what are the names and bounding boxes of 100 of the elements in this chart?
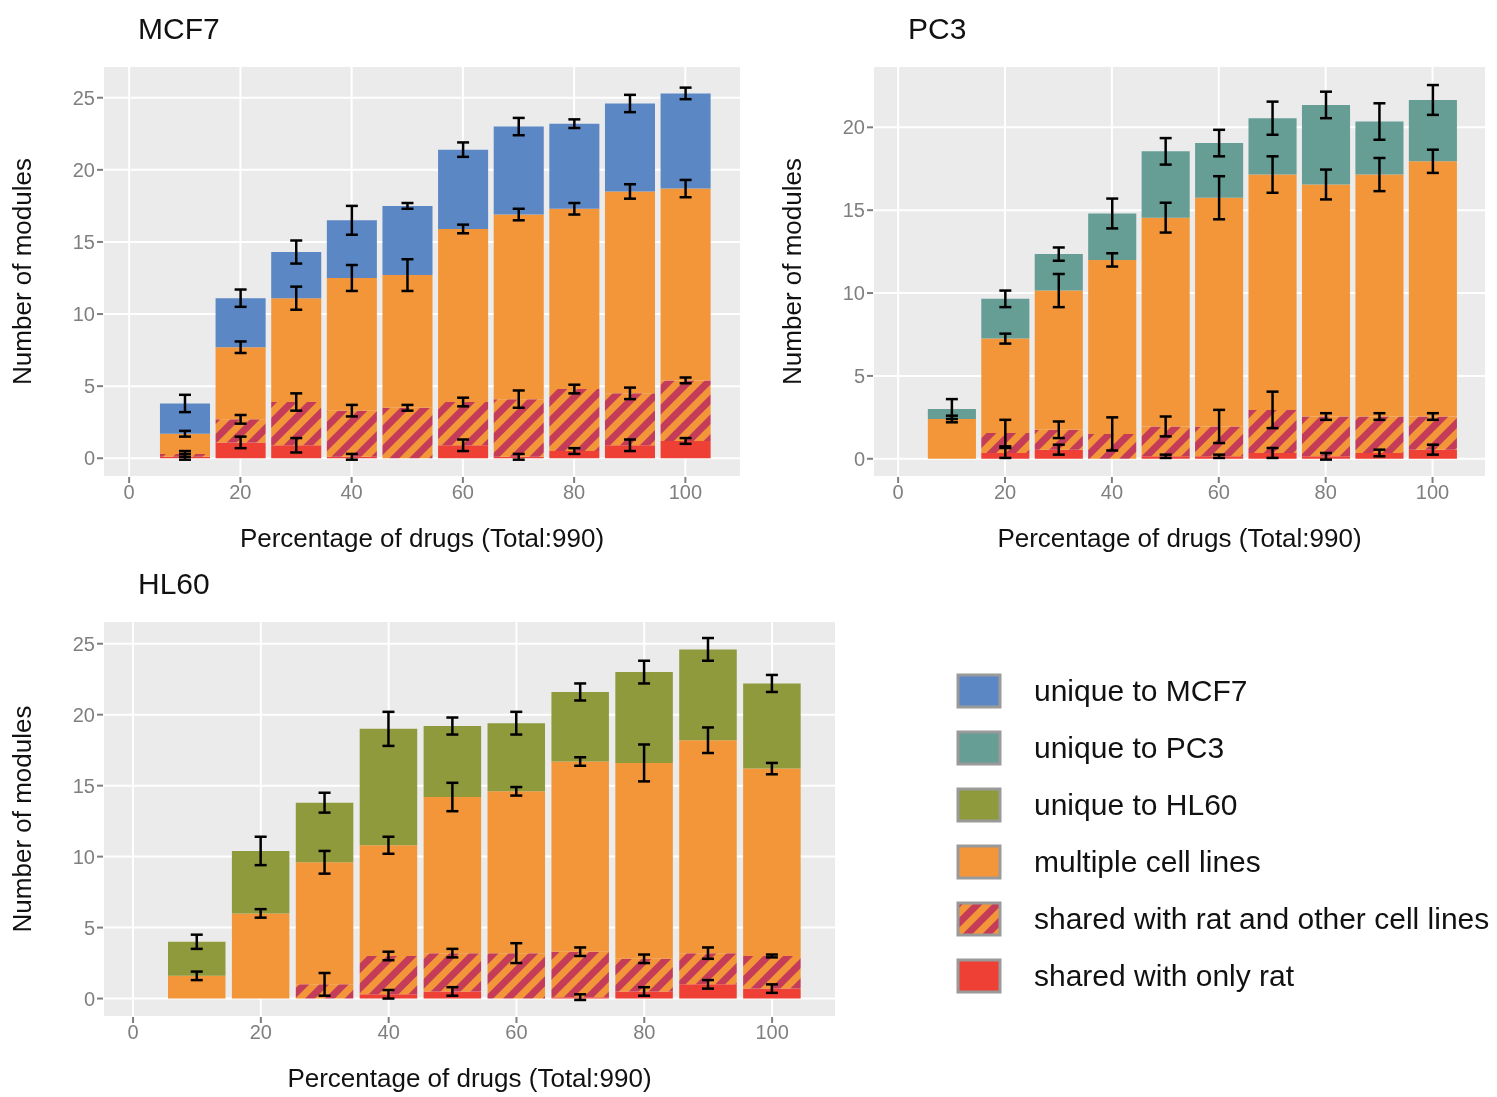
bar — [1408, 161, 1457, 417]
y-tick-label: 20 — [72, 158, 95, 181]
bar — [1355, 416, 1404, 453]
bar — [1088, 213, 1137, 260]
y-tick-label: 15 — [72, 231, 95, 254]
bar — [743, 988, 801, 999]
bar — [743, 955, 801, 989]
bar — [1141, 426, 1190, 457]
y-tick-label: 10 — [72, 303, 95, 326]
bar — [551, 951, 609, 998]
y-tick-label: 0 — [853, 447, 865, 470]
bar — [487, 791, 546, 954]
x-tick-label: 60 — [505, 1021, 528, 1044]
x-tick-label: 0 — [123, 481, 135, 504]
y-axis-title: Number of modules — [777, 158, 808, 385]
bar — [1248, 174, 1297, 410]
bar — [326, 277, 377, 411]
y-tick-label: 15 — [842, 199, 865, 222]
bar — [271, 445, 322, 459]
bar — [359, 728, 418, 846]
bar — [423, 953, 482, 992]
bar — [679, 984, 737, 999]
bar — [423, 726, 482, 797]
bar — [326, 220, 377, 278]
bar — [167, 975, 226, 999]
x-tick-label: 0 — [127, 1021, 139, 1044]
y-tick-label: 20 — [842, 116, 865, 139]
y-tick-label: 25 — [72, 86, 95, 109]
bar — [295, 802, 354, 863]
y-axis-title: Number of modules — [7, 158, 38, 385]
x-tick-label: 40 — [1100, 481, 1124, 504]
x-tick-label: 80 — [1314, 481, 1337, 504]
y-tick-label: 5 — [853, 365, 865, 388]
bar — [1195, 426, 1244, 457]
bar — [1195, 143, 1244, 198]
chart-title: HL60 — [138, 567, 210, 601]
bar — [423, 797, 482, 954]
bar — [660, 188, 711, 381]
bar — [1408, 416, 1457, 450]
bar — [382, 205, 433, 276]
x-tick-label: 80 — [563, 481, 586, 504]
y-tick-label: 25 — [72, 632, 95, 655]
bar — [1248, 409, 1297, 453]
bar — [1355, 174, 1404, 417]
bar — [438, 445, 489, 459]
bar — [438, 149, 489, 229]
bar — [167, 941, 226, 976]
bar — [438, 228, 489, 403]
y-tick-label: 15 — [72, 774, 95, 797]
x-tick-label: 20 — [229, 481, 252, 504]
x-tick-label: 40 — [340, 481, 363, 504]
bar — [1034, 290, 1083, 430]
y-tick-label: 5 — [83, 375, 95, 398]
bar — [423, 991, 482, 999]
bar — [326, 410, 377, 457]
bar — [1248, 118, 1297, 175]
bar — [271, 402, 322, 446]
y-tick-label: 20 — [72, 703, 95, 726]
bar — [215, 298, 266, 348]
bar — [604, 103, 655, 192]
bar — [1408, 449, 1457, 459]
y-tick-label: 5 — [83, 916, 95, 939]
bar — [615, 991, 673, 999]
bar — [743, 768, 801, 956]
bar — [1301, 104, 1351, 185]
bar — [1088, 433, 1137, 459]
y-tick-label: 10 — [72, 845, 95, 868]
bar — [549, 451, 600, 459]
bar — [487, 953, 546, 999]
legend-label: unique to PC3 — [1034, 730, 1225, 765]
bar — [1301, 416, 1351, 457]
bar — [487, 723, 546, 792]
bar — [382, 407, 433, 459]
bar — [159, 433, 211, 454]
bar — [615, 672, 673, 763]
x-tick-label: 80 — [633, 1021, 656, 1044]
bar — [359, 955, 418, 995]
bar — [1141, 217, 1190, 427]
bar — [295, 862, 354, 985]
y-tick-label: 10 — [842, 282, 865, 305]
bar — [493, 399, 544, 457]
legend-label: unique to HL60 — [1034, 787, 1238, 822]
bar — [1034, 449, 1083, 459]
bar — [981, 298, 1030, 339]
legend-label: shared with only rat — [1034, 958, 1295, 993]
legend-label: shared with rat and other cell lines — [1034, 901, 1490, 936]
bar — [927, 419, 976, 459]
x-tick-label: 100 — [1415, 481, 1450, 504]
bar — [549, 389, 600, 452]
bar — [1034, 254, 1083, 291]
bar — [493, 126, 544, 215]
bar — [1088, 259, 1137, 434]
x-axis-title: Percentage of drugs (Total:990) — [239, 523, 605, 553]
bar — [215, 419, 266, 443]
bar — [1355, 121, 1404, 175]
y-tick-label: 0 — [83, 447, 95, 470]
chart-title: PC3 — [908, 12, 967, 46]
bar — [615, 958, 673, 992]
y-tick-label: 0 — [83, 987, 95, 1010]
bar — [1034, 429, 1083, 450]
